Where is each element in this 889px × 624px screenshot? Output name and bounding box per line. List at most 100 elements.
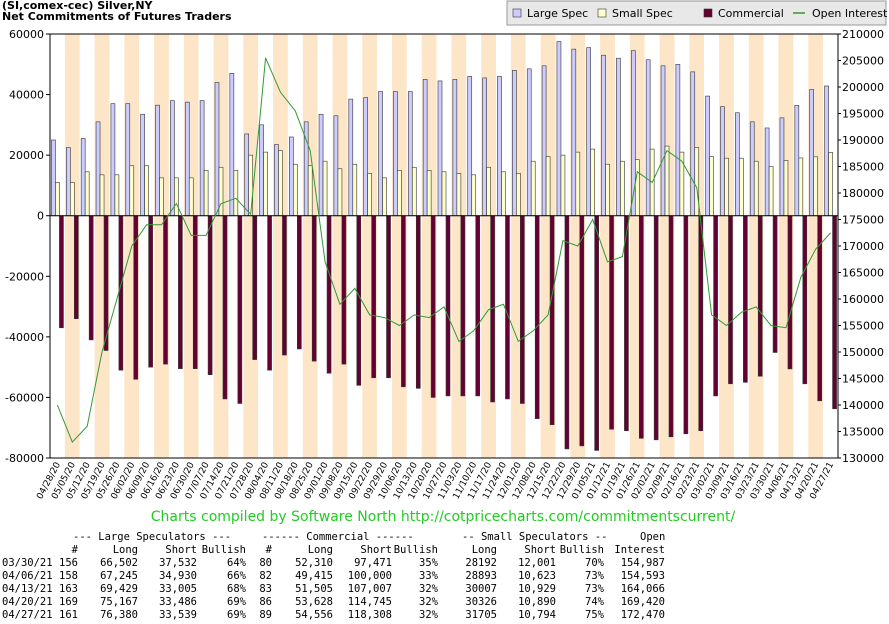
legend-swatch (597, 8, 607, 18)
bar (99, 174, 105, 217)
table-cell: 89 (259, 609, 272, 620)
bar (634, 159, 640, 217)
bar (757, 215, 763, 377)
bar (59, 215, 64, 329)
bar (278, 150, 283, 217)
table-cell: 73% (585, 583, 605, 595)
chart-title: (SI,comex-cec) Silver,NY (2, 0, 154, 12)
bar (356, 215, 362, 386)
bar (709, 156, 714, 217)
bar (475, 215, 481, 397)
y2-tick-label: 165000 (842, 267, 884, 280)
bar (564, 215, 570, 450)
table-cell: 33% (419, 570, 439, 582)
bar (248, 154, 254, 217)
table-cell: 03/30/21 (2, 557, 53, 569)
bar (832, 215, 837, 410)
table-cell: 69% (227, 596, 247, 608)
y2-tick-label: 170000 (842, 240, 884, 253)
bar (192, 215, 198, 369)
bar (660, 65, 666, 217)
bar (407, 91, 413, 217)
bar (743, 215, 748, 383)
bar (813, 156, 818, 217)
bar (809, 89, 814, 217)
bar (426, 169, 432, 217)
bar (764, 127, 770, 217)
bar (630, 50, 636, 217)
table-cell: 66,502 (100, 557, 138, 569)
table-cell: 76,380 (100, 609, 138, 620)
bar (653, 215, 659, 441)
bar (530, 160, 536, 217)
bar (386, 215, 391, 379)
bar (322, 160, 328, 217)
table-cell: 04/20/21 (2, 596, 53, 608)
table-cell: 172,470 (621, 609, 665, 620)
table-cell: 80 (259, 557, 272, 569)
table-cell: 04/06/21 (2, 570, 53, 582)
table-cell: 100,000 (348, 570, 392, 582)
bar (378, 91, 383, 217)
bar (307, 165, 313, 217)
bar (348, 98, 354, 217)
table-cell: 161 (59, 609, 78, 620)
bar (393, 91, 398, 217)
table-cell: 33,005 (159, 583, 197, 595)
bar (616, 57, 621, 217)
y2-tick-label: 130000 (842, 452, 884, 465)
bar (437, 80, 443, 217)
bar (363, 97, 368, 217)
table-cell: 82 (259, 570, 272, 582)
table-cell: 31705 (465, 609, 497, 620)
bar (753, 160, 759, 217)
bar (690, 71, 696, 217)
bar (601, 54, 606, 217)
table-cell: 12,001 (518, 557, 556, 569)
bar (467, 76, 473, 217)
bar (382, 177, 387, 217)
bar (705, 95, 710, 217)
bar (252, 215, 258, 360)
bar (297, 215, 302, 350)
bar (638, 215, 644, 439)
table-cell: 28893 (465, 570, 497, 582)
bar (824, 85, 829, 217)
bar (237, 215, 243, 404)
bar (828, 152, 833, 217)
table-header: # (72, 544, 79, 556)
bar (482, 77, 487, 217)
bar (178, 215, 183, 369)
bar (497, 76, 502, 217)
bar (282, 215, 287, 356)
bar (110, 103, 116, 217)
bar (620, 160, 625, 217)
bar (341, 215, 347, 365)
y2-tick-label: 210000 (842, 28, 884, 41)
bar (668, 215, 674, 438)
y2-tick-label: 200000 (842, 81, 884, 94)
bar (579, 215, 585, 447)
bar (501, 171, 506, 217)
table-cell: 75% (585, 609, 605, 620)
bar (724, 157, 729, 217)
bar (549, 215, 555, 425)
table-cell: 118,308 (348, 609, 392, 620)
table-header: Long (113, 544, 138, 556)
bar (337, 168, 343, 217)
table-cell: 114,745 (348, 596, 392, 608)
table-cell: 67,245 (100, 570, 138, 582)
bar (66, 147, 71, 217)
bar (293, 163, 298, 217)
bar (526, 68, 532, 217)
y2-tick-label: 150000 (842, 346, 884, 359)
y-tick-label: -20000 (5, 270, 44, 283)
bar (586, 47, 591, 217)
bar (460, 215, 466, 397)
bar (802, 215, 808, 385)
bar (174, 177, 179, 217)
bar (114, 174, 120, 217)
table-cell: 32% (419, 609, 439, 620)
table-cell: 34,930 (159, 570, 197, 582)
bar (118, 215, 124, 371)
